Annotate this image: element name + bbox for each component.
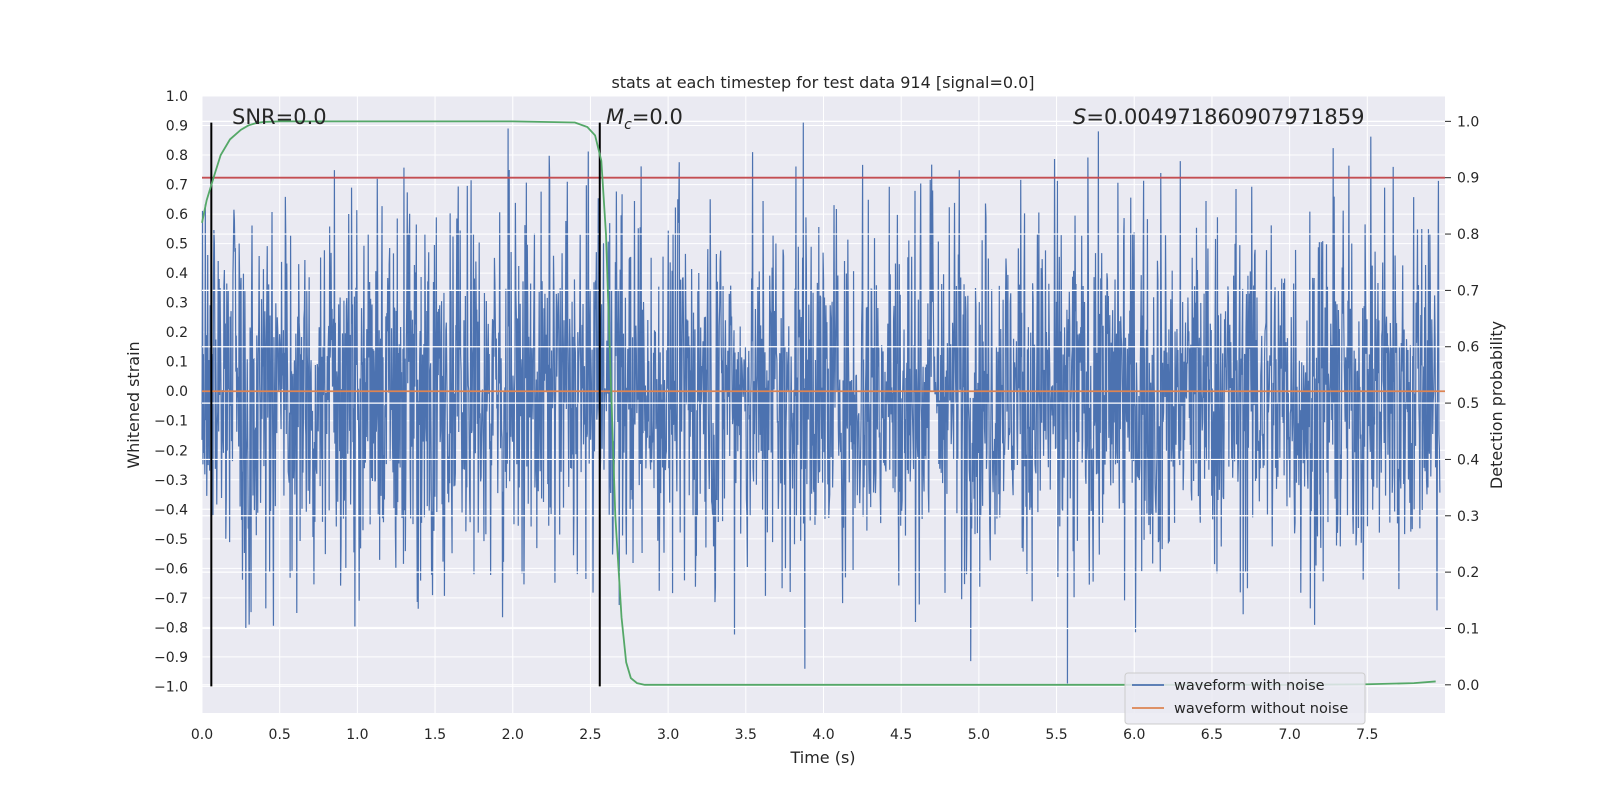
- right-y-axis-label: Detection probability: [1487, 321, 1506, 489]
- mc-subscript: c: [624, 117, 632, 133]
- x-tick-label: 6.5: [1201, 727, 1223, 743]
- left-y-tick-label: −0.9: [154, 650, 188, 666]
- right-y-tick-label: 0.8: [1457, 227, 1479, 243]
- left-y-tick-label: 0.2: [166, 325, 188, 341]
- x-tick-label: 6.0: [1123, 727, 1145, 743]
- left-y-tick-label: −0.5: [154, 532, 188, 548]
- right-y-tick-label: 0.5: [1457, 396, 1479, 412]
- left-y-tick-label: −0.4: [154, 502, 188, 518]
- x-tick-label: 2.5: [579, 727, 601, 743]
- left-y-tick-label: −0.3: [154, 473, 188, 489]
- right-y-tick-label: 0.7: [1457, 283, 1479, 299]
- x-tick-label: 4.0: [812, 727, 834, 743]
- detection-probability-line: [201, 120, 1436, 686]
- right-y-tick-label: 0.4: [1457, 452, 1479, 468]
- right-y-tick-label: 0.3: [1457, 509, 1479, 525]
- mc-annotation: Mc=0.0: [606, 105, 683, 133]
- right-y-tick-label: 0.0: [1457, 678, 1479, 694]
- series-lines: [201, 120, 1445, 687]
- mc-value: =0.0: [632, 105, 683, 129]
- s-value: =0.004971860907971859: [1086, 105, 1364, 129]
- x-tick-label: 1.5: [424, 727, 446, 743]
- legend: waveform with noise waveform without noi…: [1124, 672, 1366, 725]
- left-y-tick-label: 0.3: [166, 296, 188, 312]
- left-y-tick-label: 0.8: [166, 148, 188, 164]
- left-y-tick-label: 0.0: [166, 384, 188, 400]
- x-tick-label: 2.0: [502, 727, 524, 743]
- right-y-tick-label: 1.0: [1457, 114, 1479, 130]
- left-y-tick-label: 1.0: [166, 89, 188, 105]
- waveform-with-noise-line: [201, 122, 1441, 684]
- right-y-axis-ticks: 1.0 0.9 0.8 0.7 0.6 0.5 0.4 0.3 0.2 0.1 0.0: [1445, 114, 1479, 694]
- left-y-tick-label: 0.4: [166, 266, 188, 282]
- left-y-tick-label: −0.1: [154, 414, 188, 430]
- x-tick-label: 0.5: [269, 727, 291, 743]
- s-symbol: S: [1073, 105, 1086, 129]
- right-y-tick-label: 0.1: [1457, 621, 1479, 637]
- legend-label-noise: waveform with noise: [1174, 678, 1325, 694]
- x-tick-label: 7.5: [1356, 727, 1378, 743]
- left-y-tick-label: 0.9: [166, 119, 188, 135]
- x-axis-ticks: 0.0 0.5 1.0 1.5 2.0 2.5 3.0 3.5 4.0 4.5 5.0 5.5 6.0 6…: [191, 727, 1379, 743]
- left-y-tick-label: −0.2: [154, 443, 188, 459]
- x-tick-label: 4.5: [890, 727, 912, 743]
- x-tick-label: 5.0: [968, 727, 990, 743]
- right-y-tick-label: 0.6: [1457, 340, 1479, 356]
- mc-symbol: M: [606, 105, 624, 129]
- x-axis-label: Time (s): [789, 748, 855, 767]
- left-y-tick-label: −0.8: [154, 620, 188, 636]
- left-y-tick-label: 0.5: [166, 237, 188, 253]
- s-annotation: S=0.004971860907971859: [1073, 105, 1364, 129]
- legend-box: [1124, 672, 1366, 725]
- left-y-tick-label: −0.7: [154, 591, 188, 607]
- left-y-tick-label: 0.1: [166, 355, 188, 371]
- x-tick-label: 7.0: [1278, 727, 1300, 743]
- right-y-tick-label: 0.9: [1457, 171, 1479, 187]
- chart-title: stats at each timestep for test data 914…: [611, 73, 1034, 92]
- left-y-tick-label: −0.6: [154, 561, 188, 577]
- left-y-tick-label: 0.6: [166, 207, 188, 223]
- snr-annotation: SNR=0.0: [232, 105, 327, 129]
- x-tick-label: 1.0: [346, 727, 368, 743]
- left-y-axis-ticks: 1.0 0.9 0.8 0.7 0.6 0.5 0.4 0.3 0.2 0.1 0.0 −0.1 −0.…: [154, 89, 188, 695]
- x-tick-label: 5.5: [1045, 727, 1067, 743]
- legend-label-clean: waveform without noise: [1174, 701, 1348, 717]
- x-tick-label: 3.0: [657, 727, 679, 743]
- right-y-tick-label: 0.2: [1457, 565, 1479, 581]
- x-tick-label: 0.0: [191, 727, 213, 743]
- left-y-tick-label: −1.0: [154, 679, 188, 695]
- left-y-tick-label: 0.7: [166, 178, 188, 194]
- left-y-axis-label: Whitened strain: [124, 341, 143, 468]
- x-tick-label: 3.5: [735, 727, 757, 743]
